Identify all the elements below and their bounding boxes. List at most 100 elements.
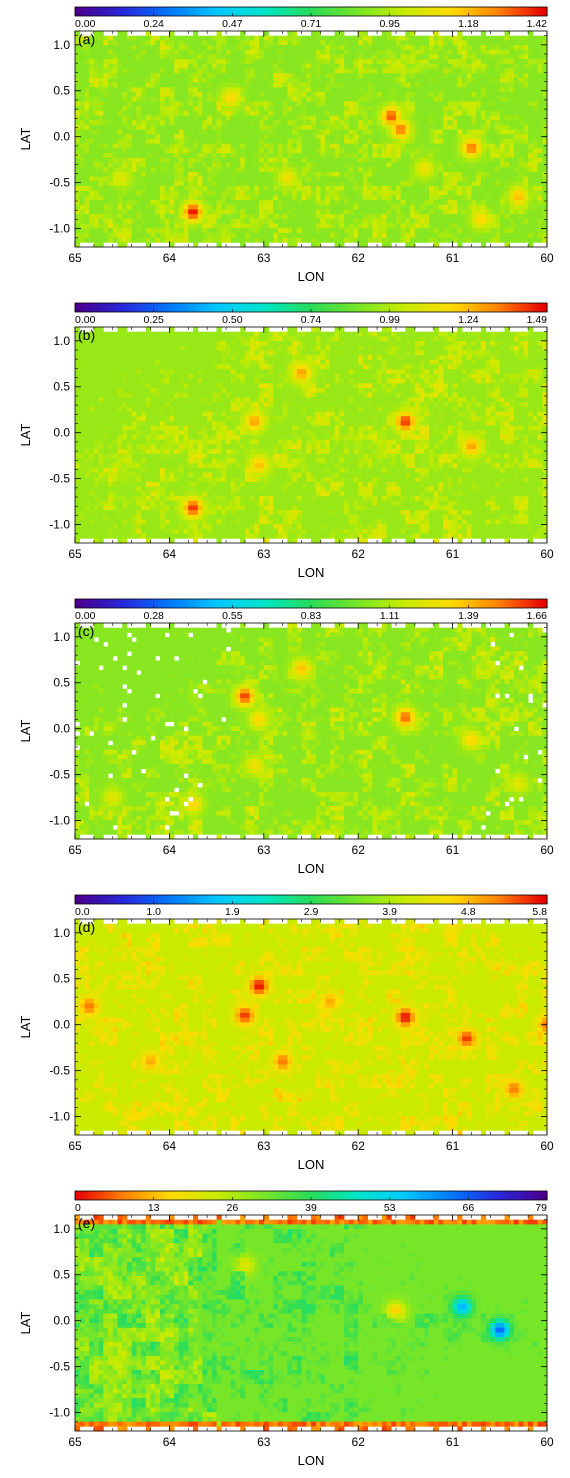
heatmap-cell [93,237,99,243]
heatmap-cell [183,129,189,135]
heatmap-cell [400,115,406,121]
heatmap-cell [202,162,208,168]
heatmap-cell [348,181,354,187]
heatmap-cell [433,45,439,51]
heatmap-cell [235,153,241,159]
heatmap-cell [513,59,520,65]
heatmap-cell [311,139,317,145]
heatmap-cell [311,110,317,116]
heatmap-cell [358,45,364,51]
heatmap-cell [386,134,392,140]
heatmap-cell [301,214,307,220]
heatmap-cell [362,106,369,112]
colorbar-swatch [393,7,399,16]
heatmap-cell [348,129,354,135]
heatmap-cell [339,327,345,333]
heatmap-cell [381,190,387,196]
heatmap-cell [84,153,90,159]
heatmap-cell [296,101,302,107]
heatmap-cell [282,190,288,196]
heatmap-cell [254,92,260,98]
heatmap-cell [249,237,255,243]
heatmap-cell [532,195,538,201]
heatmap-cell [320,190,326,196]
heatmap-cell [353,63,359,69]
heatmap-cell [400,110,406,116]
heatmap-cell [108,148,114,154]
heatmap-cell [273,176,279,182]
heatmap-cell [164,181,170,187]
heatmap-cell [159,167,166,173]
heatmap-cell [178,49,184,55]
heatmap-cell [282,232,288,239]
heatmap-cell [495,162,501,168]
heatmap-cell [240,139,246,145]
heatmap-cell [344,82,350,88]
heatmap-cell [108,237,114,243]
heatmap-cell [438,214,444,220]
heatmap-cell [315,171,321,177]
heatmap-cell [141,223,147,229]
heatmap-cell [221,96,227,102]
heatmap-cell [433,106,439,112]
heatmap-cell [419,209,425,215]
heatmap-cell [84,77,90,84]
heatmap-cell [84,54,90,60]
heatmap-cell [84,341,90,347]
heatmap-cell [263,101,269,107]
heatmap-cell [164,106,170,112]
heatmap-cell [495,336,501,342]
colorbar-swatch [137,303,143,312]
colorbar-swatch [137,7,143,16]
heatmap-cell [405,106,411,112]
colorbar-swatch [366,303,371,312]
heatmap-cell [495,92,501,98]
colorbar-swatch [519,303,524,312]
heatmap-cell [438,96,444,102]
heatmap-cell [504,63,510,69]
heatmap-cell [169,92,175,98]
heatmap-cell [159,92,166,98]
heatmap-cell [296,124,302,131]
heatmap-cell [141,59,147,65]
heatmap-cell [93,134,99,140]
heatmap-cell [353,204,359,210]
heatmap-cell [513,68,520,74]
heatmap-cell [249,167,255,173]
heatmap-cell [466,45,472,51]
heatmap-cell [183,77,189,84]
heatmap-cell [188,153,194,159]
heatmap-cell [353,171,359,177]
heatmap-cell [207,35,213,41]
colorbar-swatch [271,7,277,16]
heatmap-cell [178,214,184,220]
heatmap-cell [509,110,515,116]
heatmap-cell [499,124,505,131]
heatmap-cell [311,87,317,93]
heatmap-cell [400,40,406,46]
heatmap-cell [509,77,515,84]
heatmap-cell [537,134,543,140]
heatmap-cell [155,87,161,93]
heatmap-cell [443,45,449,51]
heatmap-cell [141,176,147,182]
heatmap-cell [150,87,156,93]
heatmap-cell [301,190,307,196]
heatmap-cell [98,190,104,196]
heatmap-cell [79,45,85,51]
heatmap-cell [84,162,90,168]
heatmap-cell [122,35,128,41]
heatmap-cell [89,59,95,65]
heatmap-cell [367,232,373,239]
heatmap-cell [490,331,496,337]
heatmap-cell [532,153,538,159]
heatmap-cell [433,185,439,192]
heatmap-cell [240,171,246,177]
colorbar-swatch [354,303,359,312]
heatmap-cell [226,35,232,41]
heatmap-cell [315,73,321,79]
heatmap-cell [509,120,515,126]
heatmap-cell [169,228,175,234]
heatmap-cell [178,143,184,149]
heatmap-cell [391,82,397,88]
